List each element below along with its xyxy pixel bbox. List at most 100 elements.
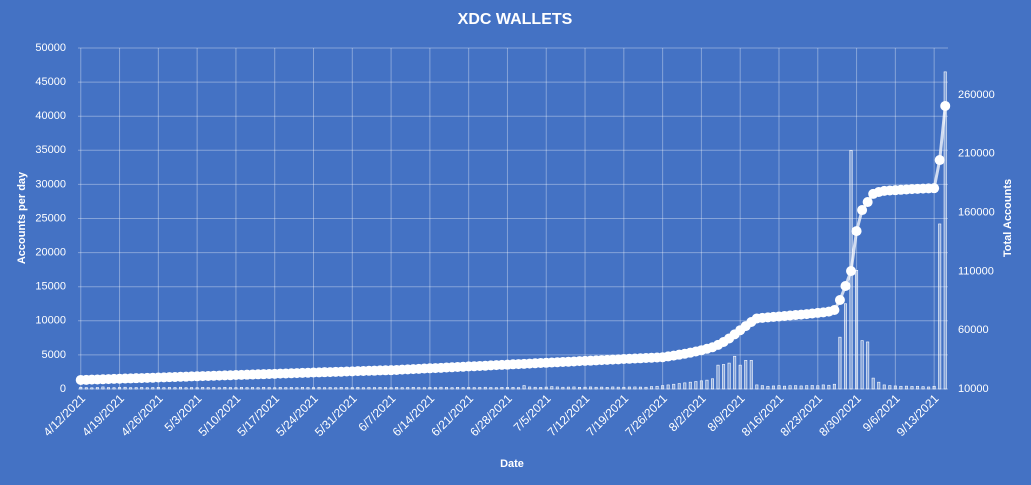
bar bbox=[467, 387, 471, 390]
bar bbox=[644, 386, 648, 390]
bar bbox=[239, 387, 243, 390]
bar bbox=[372, 387, 376, 390]
bar bbox=[810, 385, 814, 390]
bar bbox=[101, 386, 105, 390]
bar bbox=[893, 385, 897, 390]
bar bbox=[151, 387, 155, 390]
y-tick-label: 10000 bbox=[35, 315, 66, 327]
bar bbox=[367, 387, 371, 390]
bar bbox=[577, 386, 581, 390]
bar bbox=[677, 383, 681, 390]
bar bbox=[650, 386, 654, 390]
bar bbox=[738, 364, 742, 390]
bar bbox=[95, 387, 99, 390]
x-axis-title: Date bbox=[500, 458, 524, 470]
y2-axis-title: Total Accounts bbox=[1002, 179, 1014, 257]
bar bbox=[156, 386, 160, 390]
bar bbox=[710, 378, 714, 390]
bar bbox=[866, 341, 870, 390]
bar bbox=[783, 385, 787, 390]
y2-tick-label: 10000 bbox=[958, 383, 989, 395]
bar bbox=[511, 387, 515, 390]
bar bbox=[134, 387, 138, 390]
bar bbox=[666, 384, 670, 390]
bar bbox=[744, 360, 748, 390]
bar bbox=[406, 387, 410, 390]
bar bbox=[461, 387, 465, 390]
bar bbox=[500, 386, 504, 390]
bar bbox=[517, 387, 521, 390]
bar bbox=[389, 387, 393, 390]
bar bbox=[212, 387, 216, 390]
bar bbox=[273, 387, 277, 390]
bar bbox=[262, 386, 266, 390]
bar bbox=[533, 386, 537, 390]
bar bbox=[483, 386, 487, 390]
bar bbox=[106, 387, 110, 390]
bar bbox=[422, 387, 426, 390]
bar bbox=[877, 381, 881, 390]
bar bbox=[123, 386, 127, 390]
bar bbox=[605, 387, 609, 390]
y-axis-title: Accounts per day bbox=[16, 171, 28, 264]
y2-tick-label: 110000 bbox=[958, 265, 994, 277]
bar bbox=[140, 387, 144, 390]
bar bbox=[722, 364, 726, 390]
y-tick-label: 25000 bbox=[35, 212, 66, 224]
bar bbox=[550, 386, 554, 390]
y-tick-label: 5000 bbox=[42, 349, 66, 361]
bar bbox=[638, 386, 642, 390]
bar bbox=[195, 387, 199, 390]
bar bbox=[871, 377, 875, 390]
bar bbox=[760, 385, 764, 390]
bar bbox=[589, 386, 593, 390]
bar bbox=[295, 387, 299, 390]
bar bbox=[572, 386, 576, 390]
bar bbox=[505, 387, 509, 390]
bar bbox=[627, 386, 631, 390]
y-tick-label: 20000 bbox=[35, 247, 66, 259]
bar bbox=[777, 385, 781, 390]
bar bbox=[916, 385, 920, 390]
bar bbox=[84, 387, 88, 390]
bar bbox=[278, 387, 282, 390]
bar bbox=[882, 384, 886, 390]
bar bbox=[838, 336, 842, 390]
bar bbox=[334, 387, 338, 390]
bar bbox=[312, 387, 316, 390]
bar bbox=[339, 386, 343, 390]
bar bbox=[705, 379, 709, 390]
bar bbox=[566, 386, 570, 390]
bar bbox=[727, 362, 731, 390]
y-tick-label: 50000 bbox=[35, 42, 66, 54]
bar bbox=[445, 387, 449, 390]
marker bbox=[834, 294, 845, 305]
bar bbox=[129, 387, 133, 390]
bar bbox=[90, 387, 94, 390]
bar bbox=[472, 387, 476, 390]
bar bbox=[843, 303, 847, 390]
bar bbox=[494, 387, 498, 390]
bar bbox=[328, 387, 332, 390]
bar bbox=[79, 386, 83, 390]
bar bbox=[162, 387, 166, 390]
bar bbox=[733, 355, 737, 390]
bar bbox=[611, 386, 615, 390]
bar bbox=[190, 387, 194, 390]
bar bbox=[378, 386, 382, 390]
bar bbox=[284, 387, 288, 390]
bar bbox=[755, 384, 759, 390]
bar bbox=[450, 387, 454, 390]
bar bbox=[289, 387, 293, 390]
bar bbox=[622, 386, 626, 390]
bar bbox=[356, 387, 360, 390]
bar bbox=[716, 364, 720, 390]
y-tick-label: 45000 bbox=[35, 76, 66, 88]
bar bbox=[910, 386, 914, 390]
bar bbox=[206, 387, 210, 390]
bar bbox=[411, 386, 415, 390]
bar bbox=[522, 385, 526, 390]
bar bbox=[145, 387, 149, 390]
bar bbox=[788, 385, 792, 390]
